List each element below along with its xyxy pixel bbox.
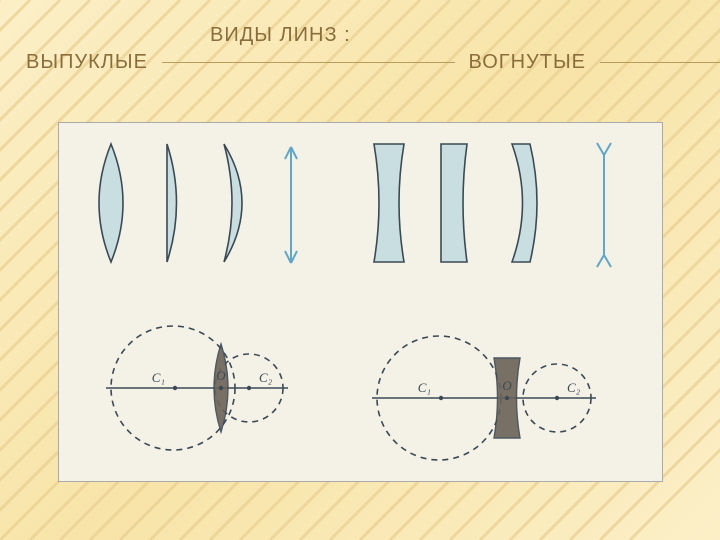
subtitle-right: ВОГНУТЫЕ bbox=[469, 51, 586, 74]
header: ВИДЫ ЛИНЗ : ВЫПУКЛЫЕ ВОГНУТЫЕ bbox=[0, 0, 720, 74]
diagram-panel: C₁ O C₂ C₁ O C₂ bbox=[58, 122, 663, 482]
lens-diagram: C₁ O C₂ C₁ O C₂ bbox=[59, 123, 664, 483]
svg-text:O: O bbox=[216, 368, 226, 383]
subtitle-left: ВЫПУКЛЫЕ bbox=[0, 51, 148, 74]
svg-text:C₂: C₂ bbox=[259, 370, 273, 385]
svg-text:O: O bbox=[502, 378, 512, 393]
subtitle-row: ВЫПУКЛЫЕ ВОГНУТЫЕ bbox=[0, 51, 720, 74]
header-rule-left bbox=[162, 62, 455, 63]
svg-text:C₁: C₁ bbox=[152, 370, 165, 385]
header-rule-right bbox=[600, 62, 720, 63]
svg-text:C₂: C₂ bbox=[567, 380, 581, 395]
svg-text:C₁: C₁ bbox=[418, 380, 431, 395]
title-main: ВИДЫ ЛИНЗ : bbox=[0, 24, 720, 47]
